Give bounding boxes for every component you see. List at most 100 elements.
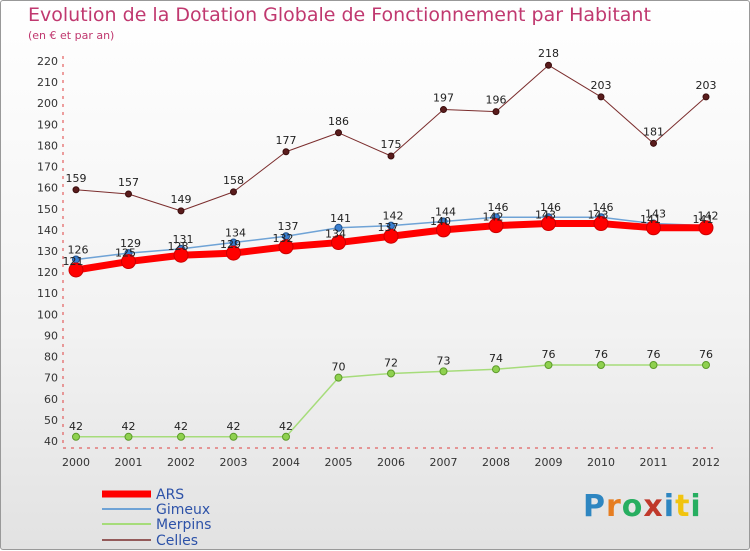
data-label-ars: 141 [640, 213, 661, 226]
data-label-celles: 175 [381, 138, 402, 151]
legend-label-gimeux: Gimeux [156, 502, 210, 518]
data-point-celles [125, 190, 132, 198]
data-label-gimeux: 131 [173, 233, 194, 246]
data-point-ars [121, 254, 136, 270]
x-tick-label: 2006 [377, 456, 405, 469]
x-tick-label: 2011 [640, 456, 668, 469]
data-point-merpins [492, 365, 500, 374]
data-label-ars: 129 [220, 238, 241, 251]
data-label-gimeux: 143 [645, 208, 666, 221]
logo-letter: x [643, 489, 664, 524]
series-layer [68, 61, 714, 441]
data-label-merpins: 76 [542, 348, 556, 361]
data-point-merpins [177, 432, 185, 441]
data-point-ars [226, 245, 241, 261]
data-point-gimeux [334, 223, 343, 232]
data-label-celles: 197 [433, 92, 454, 105]
data-point-celles [440, 106, 447, 114]
y-tick-label: 170 [37, 161, 58, 174]
data-label-merpins: 42 [227, 420, 241, 433]
data-labels: 159 157 149 158 177 186 175 197 196 218 203 181 203 4… [63, 47, 719, 433]
data-label-merpins: 73 [437, 354, 451, 367]
data-label-gimeux: 144 [435, 205, 456, 218]
logo-letter: t [675, 489, 691, 524]
y-tick-label: 200 [37, 97, 58, 110]
y-tick-label: 110 [37, 287, 58, 300]
data-point-celles [387, 152, 395, 160]
data-label-merpins: 74 [489, 352, 503, 365]
chart-subtitle: (en € et par an) [28, 29, 115, 42]
data-label-merpins: 42 [279, 420, 293, 433]
y-tick-label: 210 [37, 76, 58, 89]
data-point-celles [335, 129, 342, 137]
data-label-ars: 137 [378, 221, 399, 234]
x-tick-label: 2003 [220, 456, 248, 469]
data-label-celles: 203 [591, 79, 612, 92]
data-point-ars [383, 228, 399, 244]
data-label-ars: 132 [273, 232, 294, 245]
data-label-gimeux: 142 [383, 210, 404, 223]
logo-letter: r [606, 489, 622, 524]
data-point-merpins [544, 361, 553, 369]
data-label-gimeux: 146 [488, 201, 509, 214]
data-point-merpins [702, 361, 710, 369]
data-point-merpins [124, 432, 133, 441]
data-label-ars: 143 [535, 209, 556, 222]
y-tick-label: 130 [37, 245, 58, 258]
data-point-merpins [439, 367, 448, 376]
x-tick-label: 2001 [115, 456, 143, 469]
data-label-gimeux: 126 [68, 243, 89, 256]
data-label-ars: 125 [115, 247, 136, 260]
data-label-celles: 149 [171, 193, 192, 206]
x-tick-label: 2012 [692, 456, 720, 469]
data-label-celles: 186 [328, 115, 349, 128]
x-tick-label: 2000 [62, 456, 90, 469]
data-point-celles [282, 148, 290, 156]
data-label-ars: 142 [483, 211, 504, 224]
legend-label-ars: ARS [156, 487, 184, 503]
y-tick-label: 180 [37, 139, 58, 152]
data-point-celles [72, 186, 80, 194]
data-point-celles [177, 207, 185, 215]
data-label-celles: 159 [66, 172, 87, 185]
x-tick-label: 2007 [430, 456, 458, 469]
data-point-ars [646, 220, 661, 236]
data-point-ars [488, 218, 504, 234]
data-point-ars [331, 235, 346, 251]
data-label-celles: 177 [276, 134, 297, 147]
y-tick-label: 150 [37, 203, 58, 216]
data-label-celles: 157 [118, 176, 139, 189]
data-label-ars: 140 [430, 215, 451, 228]
data-label-merpins: 42 [174, 420, 188, 433]
logo-letter: o [621, 489, 644, 524]
x-tick-label: 2004 [272, 456, 300, 469]
y-tick-label: 40 [44, 435, 58, 448]
data-label-merpins: 42 [122, 420, 136, 433]
data-point-celles [492, 108, 500, 116]
data-point-merpins [334, 373, 343, 382]
data-label-ars: 143 [588, 209, 609, 222]
legend-label-celles: Celles [156, 533, 198, 549]
data-point-ars [541, 216, 556, 232]
data-label-celles: 181 [643, 125, 664, 138]
data-label-gimeux: 146 [540, 201, 561, 214]
logo-letter: i [663, 489, 676, 524]
data-label-ars: 134 [325, 228, 346, 241]
legend-label-merpins: Merpins [156, 517, 211, 533]
data-label-merpins: 72 [384, 356, 398, 369]
x-tick-label: 2009 [535, 456, 563, 469]
data-point-celles [545, 61, 552, 69]
y-tick-label: 70 [44, 372, 58, 385]
chart-title: Evolution de la Dotation Globale de Fonc… [28, 4, 651, 26]
data-label-merpins: 76 [699, 348, 713, 361]
x-tick-label: 2005 [325, 456, 353, 469]
data-label-gimeux: 141 [330, 212, 351, 225]
data-label-gimeux: 137 [278, 220, 299, 233]
data-label-celles: 196 [486, 94, 507, 107]
y-tick-label: 220 [37, 55, 58, 68]
data-label-gimeux: 134 [225, 227, 246, 240]
data-point-celles [702, 93, 710, 101]
data-point-merpins [229, 432, 238, 441]
